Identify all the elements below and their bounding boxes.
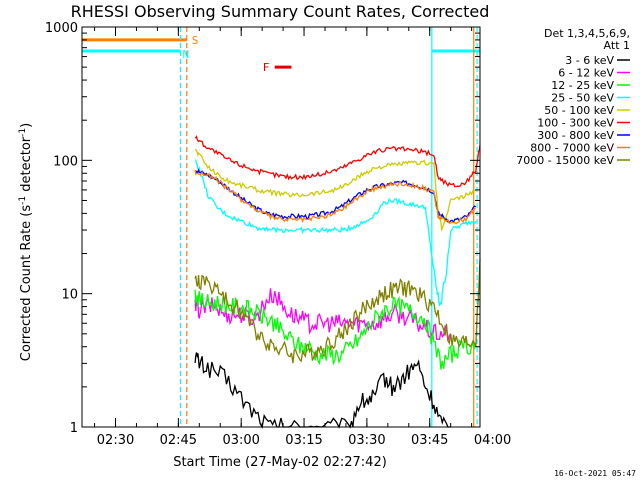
- legend-label: 25 - 50 keV: [551, 92, 614, 105]
- series-line: [194, 135, 481, 188]
- legend-label: 100 - 300 keV: [537, 117, 614, 130]
- annotation-n: N: [182, 48, 189, 61]
- axes: 02:30 02:45 03:00 03:15 03:30 03:45 04:00 1 10 10…: [45, 21, 511, 448]
- legend-label: 12 - 25 keV: [551, 79, 614, 92]
- series-line: [194, 352, 451, 429]
- y-tick-label: 1: [70, 421, 78, 436]
- series-layer: [194, 135, 481, 429]
- legend-header: Det 1,3,4,5,6,9,: [544, 27, 630, 40]
- plot-frame: [81, 26, 481, 428]
- timestamp: 16-Oct-2021 05:47: [554, 469, 636, 478]
- legend-label: 6 - 12 keV: [558, 67, 614, 80]
- x-tick-label: 03:15: [285, 433, 322, 448]
- x-tick-label: 03:45: [411, 433, 448, 448]
- legend-label: 50 - 100 keV: [544, 104, 614, 117]
- x-tick-label: 02:30: [97, 433, 134, 448]
- x-tick-label: 03:00: [222, 433, 259, 448]
- chart-title: RHESSI Observing Summary Count Rates, Co…: [71, 2, 490, 21]
- series-line: [194, 259, 481, 364]
- legend-header: Att 1: [604, 39, 630, 52]
- legend-label: 800 - 7000 keV: [530, 142, 614, 155]
- series-line: [195, 159, 477, 308]
- y-axis-label: Corrected Count Rate (s-1 detector-1): [18, 123, 34, 361]
- y-tick-label: 100: [53, 154, 78, 169]
- reference-lines: [82, 27, 480, 427]
- annotations: SN F: [182, 34, 269, 74]
- series-line: [194, 148, 477, 232]
- series-line: [194, 169, 477, 225]
- x-tick-label: 04:00: [474, 433, 511, 448]
- series-line: [194, 288, 452, 342]
- y-tick-label: 1000: [45, 21, 78, 36]
- legend-label: 300 - 800 keV: [537, 129, 614, 142]
- y-tick-label: 10: [61, 288, 78, 303]
- legend-label: 3 - 6 keV: [565, 54, 614, 67]
- legend-label: 7000 - 15000 keV: [516, 154, 614, 167]
- x-tick-label: 03:30: [348, 433, 385, 448]
- x-axis-label: Start Time (27-May-02 02:27:42): [173, 455, 387, 470]
- annotation-f: F: [263, 61, 270, 74]
- annotation-s: S: [192, 34, 199, 47]
- x-tick-label: 02:45: [160, 433, 197, 448]
